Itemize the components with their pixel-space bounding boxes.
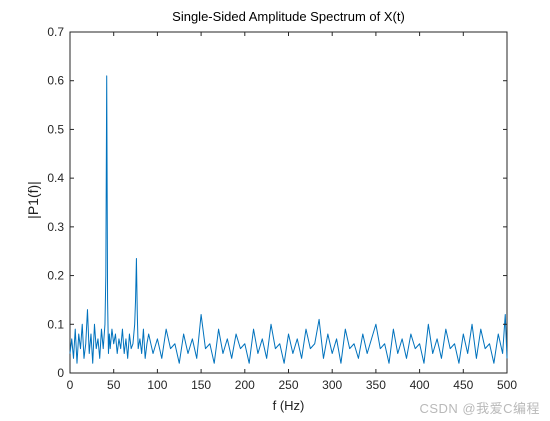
x-tick-label: 50 bbox=[107, 378, 121, 392]
x-tick-label: 400 bbox=[410, 378, 430, 392]
series-line-0 bbox=[69, 75, 508, 364]
y-axis-label: |P1(f)| bbox=[25, 181, 41, 219]
x-tick-label: 100 bbox=[147, 378, 167, 392]
y-tick-label: 0.4 bbox=[47, 171, 64, 185]
x-tick-label: 150 bbox=[191, 378, 211, 392]
series-layer bbox=[69, 75, 508, 364]
y-tick-label: 0.7 bbox=[47, 25, 64, 39]
chart-title: Single-Sided Amplitude Spectrum of X(t) bbox=[172, 9, 405, 24]
x-tick-label: 350 bbox=[366, 378, 386, 392]
watermark: CSDN @我爱C编程 bbox=[419, 401, 540, 416]
y-tick-label: 0.1 bbox=[47, 317, 64, 331]
x-tick-label: 450 bbox=[453, 378, 473, 392]
axes-box bbox=[69, 31, 508, 374]
plot-area bbox=[69, 31, 508, 374]
y-tick-label: 0.3 bbox=[47, 220, 64, 234]
x-tick-label: 250 bbox=[278, 378, 298, 392]
x-axis-label: f (Hz) bbox=[272, 398, 305, 413]
x-tick-label: 200 bbox=[235, 378, 255, 392]
y-tick-label: 0.6 bbox=[47, 74, 64, 88]
y-tick-label: 0.5 bbox=[47, 122, 64, 136]
x-tick-label: 500 bbox=[497, 378, 517, 392]
y-tick-label: 0.2 bbox=[47, 269, 64, 283]
y-tick-label: 0 bbox=[57, 366, 64, 380]
x-tick-label: 300 bbox=[322, 378, 342, 392]
axes-layer: 0 50 100 150 200 250 300 350 400 450 500 0 0.1 0.2 0.3… bbox=[47, 25, 517, 392]
x-tick-label: 0 bbox=[67, 378, 74, 392]
